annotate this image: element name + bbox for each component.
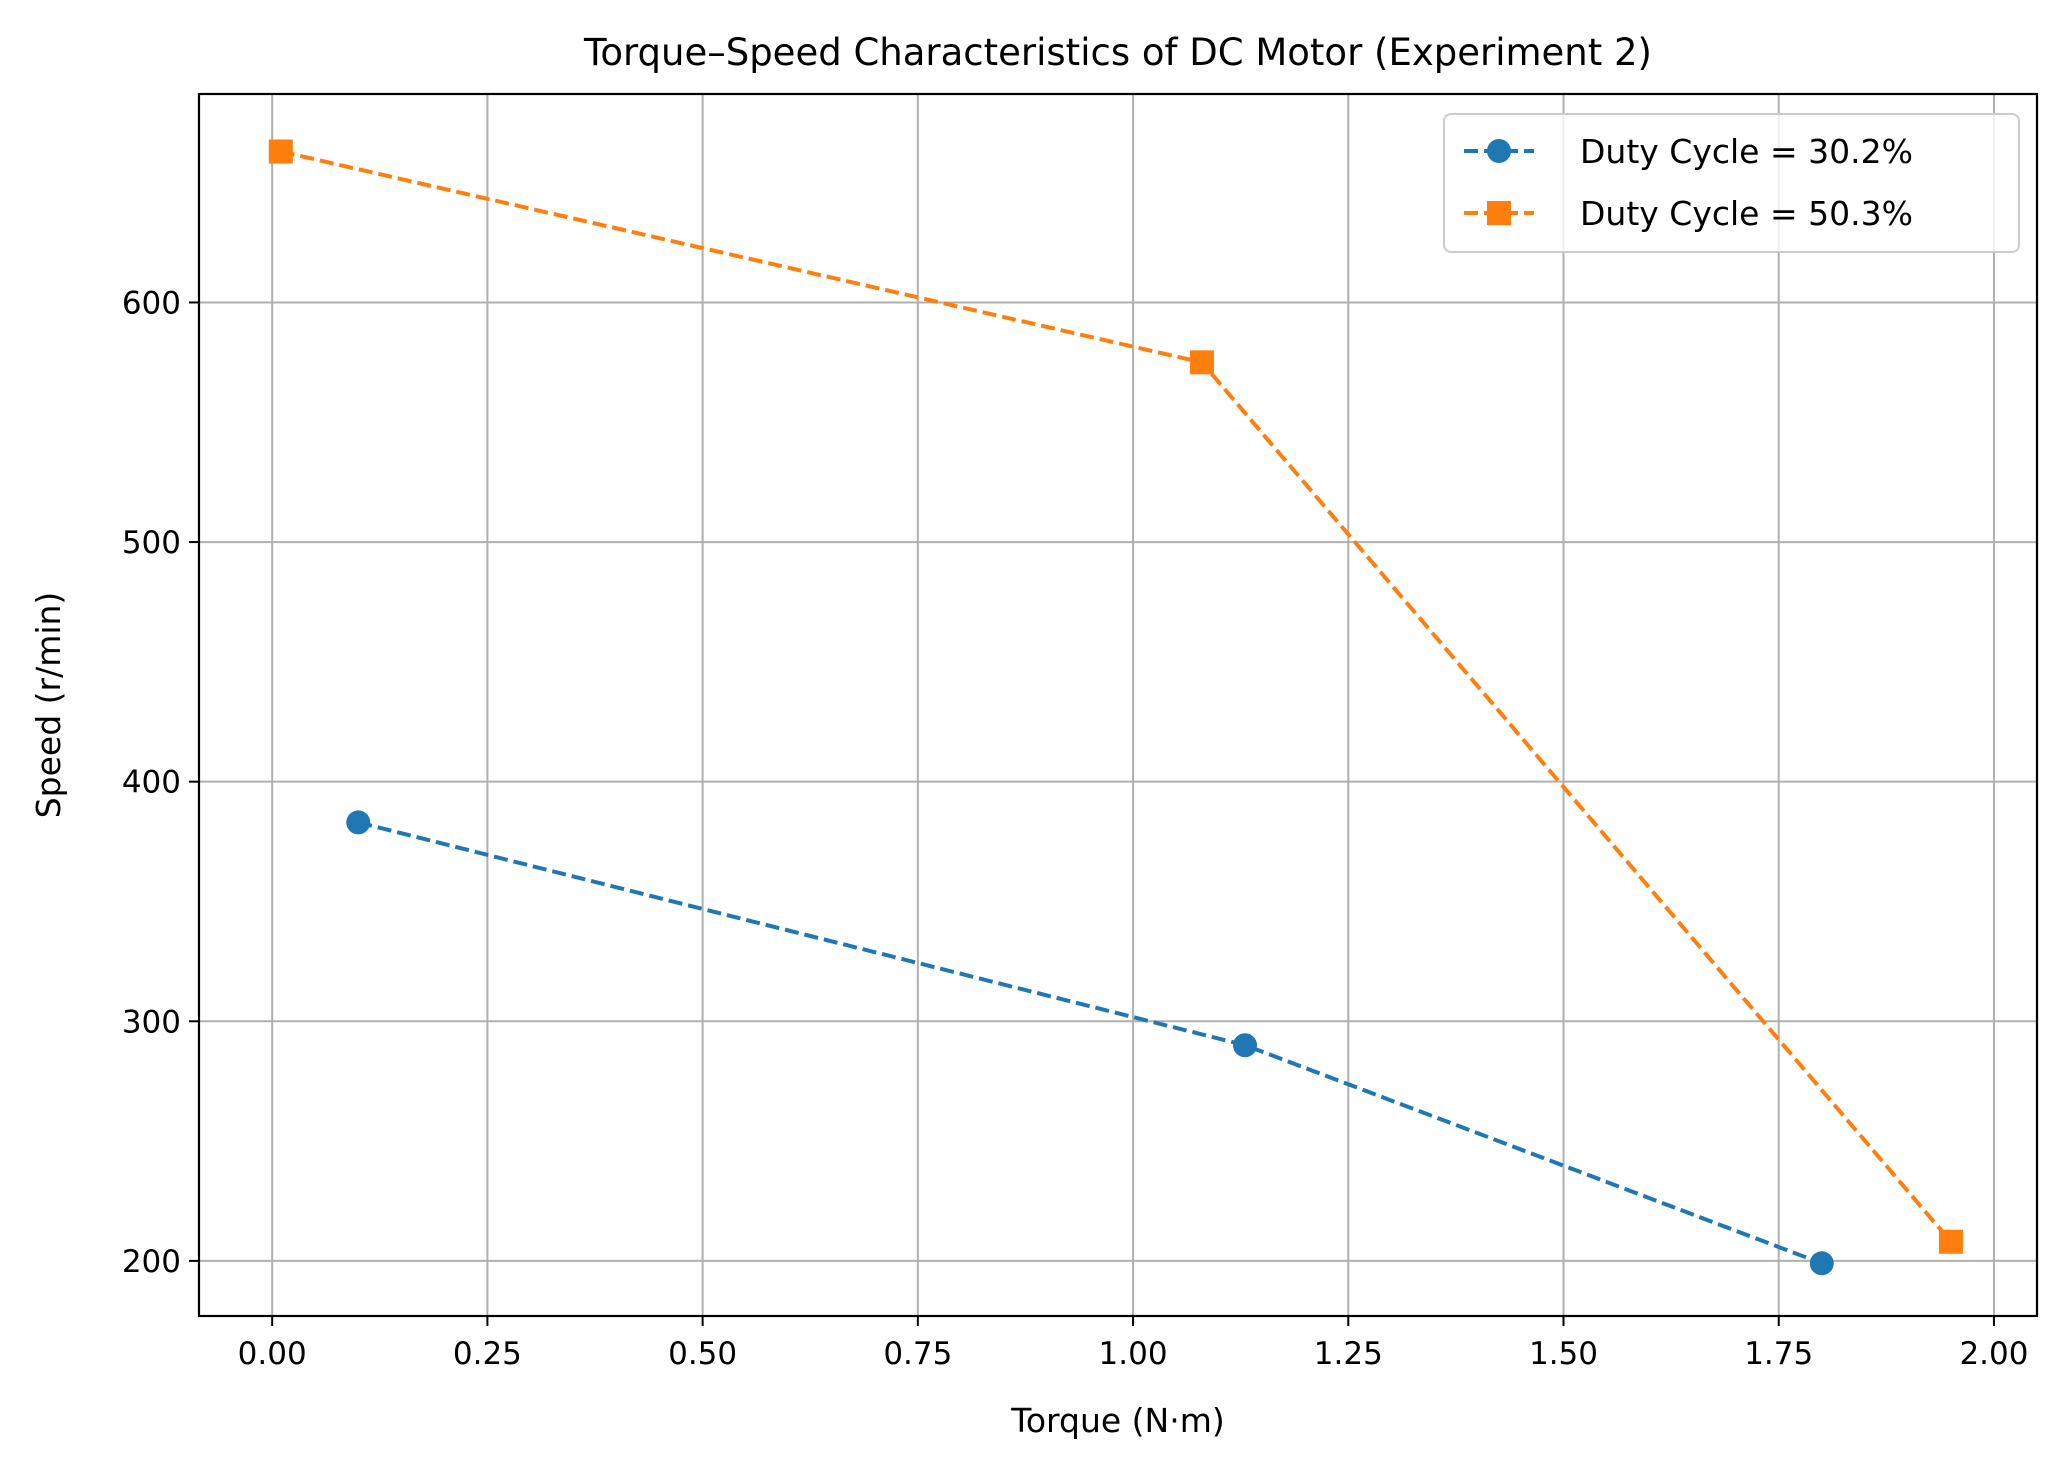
legend-marker-circle	[1487, 139, 1511, 163]
series-1-point-3	[1809, 1251, 1834, 1276]
x-tick-label-5: 1.25	[1314, 1336, 1383, 1372]
series-1-point-2	[1232, 1033, 1257, 1058]
y-tick-label-0: 200	[122, 1244, 181, 1280]
grid	[199, 94, 2037, 1316]
series-1-point-1	[346, 810, 371, 835]
legend-entry-2: Duty Cycle = 50.3%	[1464, 194, 1913, 233]
legend: Duty Cycle = 30.2% Duty Cycle = 50.3%	[1443, 113, 2020, 253]
x-tick-label-2: 0.50	[668, 1336, 737, 1372]
y-tick-label-2: 400	[122, 765, 181, 801]
chart-title: Torque–Speed Characteristics of DC Motor…	[583, 31, 1652, 74]
legend-label-2: Duty Cycle = 50.3%	[1580, 194, 1913, 233]
y-tick-label-4: 600	[122, 285, 181, 321]
x-axis-label: Torque (N·m)	[1010, 1401, 1224, 1440]
x-tick-label-4: 1.00	[1099, 1336, 1168, 1372]
y-tick-label-3: 500	[122, 525, 181, 561]
x-tick-label-6: 1.50	[1529, 1336, 1598, 1372]
x-tick-label-1: 0.25	[453, 1336, 522, 1372]
y-axis-label: Speed (r/min)	[29, 592, 68, 819]
x-tick-label-7: 1.75	[1744, 1336, 1813, 1372]
ticks: 0.00 0.25 0.50 0.75 1.00 1.25 1.50 1.75 2.00 200 3…	[122, 285, 2029, 1372]
legend-entry-1: Duty Cycle = 30.2%	[1464, 132, 1913, 171]
legend-marker-square	[1487, 201, 1511, 225]
y-tick-label-1: 300	[122, 1004, 181, 1040]
x-tick-label-8: 2.00	[1959, 1336, 2028, 1372]
legend-frame	[1443, 113, 2020, 253]
x-tick-label-3: 0.75	[883, 1336, 952, 1372]
x-tick-label-0: 0.00	[238, 1336, 307, 1372]
series-2-point-3	[1938, 1229, 1963, 1254]
series-2-point-1	[268, 139, 293, 164]
series-line-1	[357, 820, 1823, 1266]
series-layer	[268, 139, 1963, 1276]
legend-label-1: Duty Cycle = 30.2%	[1580, 132, 1913, 171]
plot-frame	[197, 92, 2039, 1318]
series-2-point-2	[1189, 350, 1214, 375]
